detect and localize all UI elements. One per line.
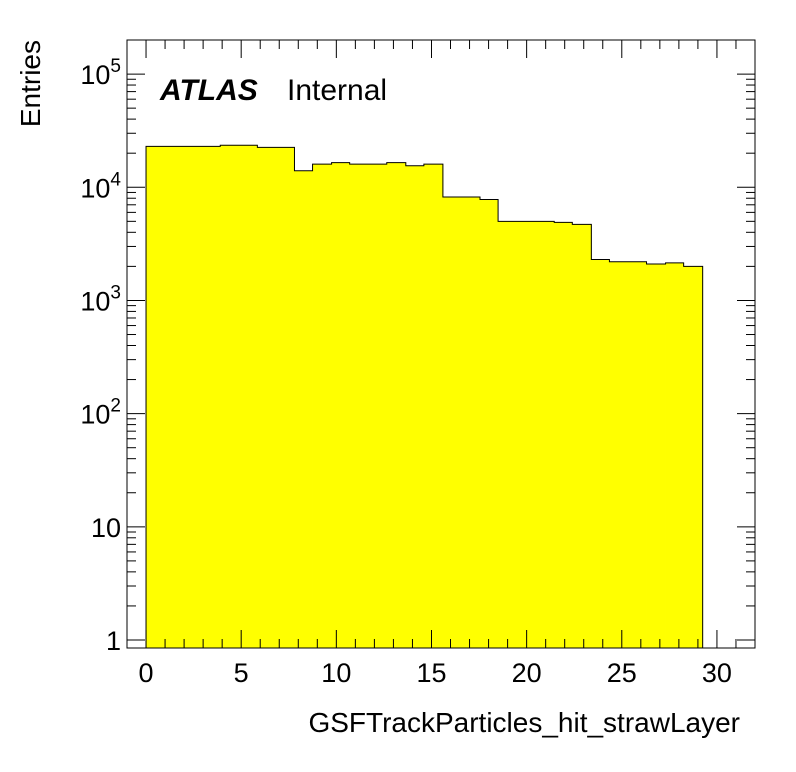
x-tick-label: 0 bbox=[139, 658, 154, 688]
histogram-bin bbox=[331, 162, 351, 648]
y-tick-label: 10 bbox=[91, 513, 121, 543]
histogram-bin bbox=[442, 197, 462, 648]
histogram-bin bbox=[572, 224, 592, 648]
y-axis-label: Entries bbox=[15, 40, 46, 127]
histogram-bin bbox=[517, 221, 536, 648]
histogram-bin bbox=[591, 259, 610, 648]
x-tick-labels: 0 5 10 15 20 25 30 bbox=[139, 658, 732, 688]
axis-ticks bbox=[126, 39, 756, 648]
histogram-bin bbox=[498, 221, 518, 648]
y-tick-label: 1 bbox=[106, 626, 121, 656]
histogram-bars bbox=[145, 144, 704, 648]
x-tick-label: 10 bbox=[321, 658, 351, 688]
histogram-bin bbox=[368, 164, 388, 648]
histogram-bin bbox=[554, 222, 573, 648]
histogram-bin bbox=[460, 197, 481, 648]
histogram-bin bbox=[405, 165, 425, 648]
atlas-label: ATLAS bbox=[159, 74, 258, 107]
y-tick-label: 102 bbox=[80, 396, 121, 430]
histogram-bin bbox=[257, 147, 295, 648]
histogram-bin bbox=[349, 164, 370, 648]
histogram-bin bbox=[665, 262, 685, 648]
histogram-bin bbox=[646, 263, 666, 648]
histogram-bin bbox=[220, 145, 258, 648]
x-tick-label: 30 bbox=[702, 658, 732, 688]
y-tick-label: 105 bbox=[80, 56, 121, 90]
histogram-bin bbox=[628, 261, 647, 648]
y-tick-labels: 1 10 102 103 104 105 bbox=[80, 56, 121, 656]
y-tick-label: 104 bbox=[80, 169, 121, 203]
histogram-bin bbox=[146, 146, 184, 648]
x-tick-label: 20 bbox=[512, 658, 542, 688]
plot-frame bbox=[126, 39, 756, 649]
y-tick-label: 103 bbox=[80, 282, 121, 316]
histogram-bin bbox=[386, 162, 407, 648]
histogram-bin bbox=[683, 266, 704, 648]
histogram-bin bbox=[423, 164, 444, 648]
histogram-bin bbox=[609, 261, 629, 648]
histogram-bin bbox=[312, 164, 332, 648]
histogram-bin bbox=[294, 170, 313, 648]
internal-label: Internal bbox=[287, 74, 387, 107]
histogram-bin bbox=[480, 199, 499, 648]
histogram-bin bbox=[535, 221, 555, 648]
histogram-bin bbox=[183, 146, 221, 648]
x-tick-label: 25 bbox=[607, 658, 637, 688]
histogram-outline bbox=[145, 144, 704, 648]
x-tick-label: 5 bbox=[234, 658, 249, 688]
x-axis-label: GSFTrackParticles_hit_strawLayer bbox=[308, 707, 740, 738]
x-tick-label: 15 bbox=[416, 658, 446, 688]
